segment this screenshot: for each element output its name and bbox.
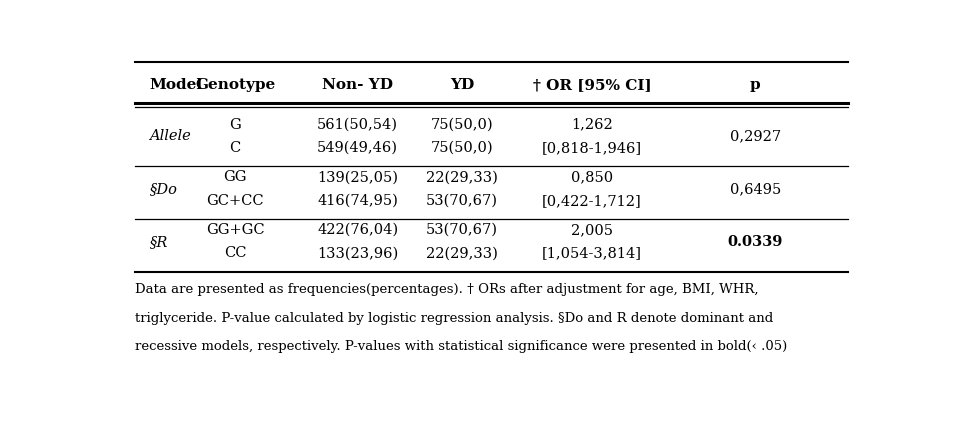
Text: C: C [229,141,241,155]
Text: 75(50,0): 75(50,0) [431,141,493,155]
Text: 22(29,33): 22(29,33) [426,170,498,184]
Text: 2,005: 2,005 [571,223,613,237]
Text: [0,818-1,946]: [0,818-1,946] [542,141,642,155]
Text: 0,2927: 0,2927 [730,130,781,143]
Text: [0,422-1,712]: [0,422-1,712] [542,194,642,208]
Text: 22(29,33): 22(29,33) [426,246,498,260]
Text: † OR [95% CI]: † OR [95% CI] [532,78,651,92]
Text: Data are presented as frequencies(percentages). † ORs after adjustment for age, : Data are presented as frequencies(percen… [134,283,759,296]
Text: p: p [750,78,760,92]
Text: YD: YD [450,78,474,92]
Text: Allele: Allele [150,130,192,143]
Text: recessive models, respectively. P-values with statistical significance were pres: recessive models, respectively. P-values… [134,340,787,353]
Text: [1,054-3,814]: [1,054-3,814] [542,246,642,260]
Text: 422(76,04): 422(76,04) [317,223,398,237]
Text: triglyceride. P-value calculated by logistic regression analysis. §Do and R deno: triglyceride. P-value calculated by logi… [134,311,773,325]
Text: Model: Model [150,78,202,92]
Text: Non- YD: Non- YD [322,78,393,92]
Text: 0,6495: 0,6495 [730,182,781,196]
Text: 0,850: 0,850 [571,170,613,184]
Text: 0.0339: 0.0339 [728,235,783,249]
Text: 53(70,67): 53(70,67) [426,194,498,208]
Text: Genotype: Genotype [195,78,275,92]
Text: CC: CC [223,246,246,260]
Text: §R: §R [150,235,168,249]
Text: 561(50,54): 561(50,54) [317,118,398,132]
Text: GC+CC: GC+CC [206,194,264,208]
Text: 549(49,46): 549(49,46) [317,141,398,155]
Text: GG+GC: GG+GC [206,223,265,237]
Text: §Do: §Do [150,182,177,196]
Text: 53(70,67): 53(70,67) [426,223,498,237]
Text: G: G [229,118,241,132]
Text: 133(23,96): 133(23,96) [317,246,398,260]
Text: 1,262: 1,262 [571,118,613,132]
Text: 75(50,0): 75(50,0) [431,118,493,132]
Text: GG: GG [223,170,246,184]
Text: 139(25,05): 139(25,05) [317,170,398,184]
Text: 416(74,95): 416(74,95) [317,194,398,208]
